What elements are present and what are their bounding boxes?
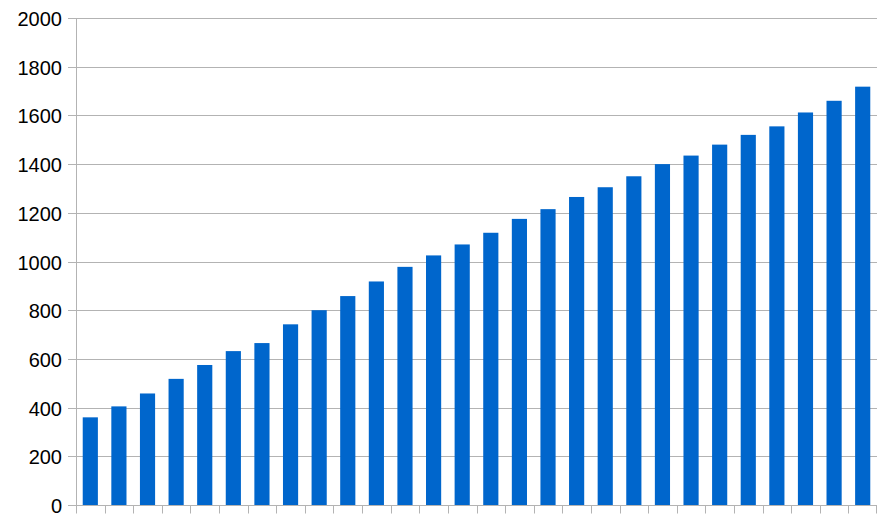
y-tick: [68, 408, 76, 409]
bar: [512, 219, 527, 505]
x-tick: [133, 506, 134, 514]
x-tick: [648, 506, 649, 514]
bar: [283, 324, 298, 505]
chart: 0 200 400 600 800 1000 1200 1400 1600 1800 2000: [0, 0, 885, 526]
y-tick: [68, 310, 76, 311]
y-tick-label: 1400: [18, 154, 63, 176]
bar: [340, 296, 355, 505]
y-tick-label: 1200: [18, 203, 63, 225]
x-tick: [763, 506, 764, 514]
bars: [83, 87, 871, 505]
bar: [312, 310, 327, 505]
grid-line: [76, 213, 877, 214]
bar: [426, 255, 441, 505]
y-tick: [68, 359, 76, 360]
bar: [83, 417, 98, 505]
grid-line: [76, 164, 877, 165]
bar: [140, 393, 155, 505]
y-tick-label: 800: [29, 300, 62, 322]
bar: [197, 365, 212, 505]
y-tick-label: 1000: [18, 252, 63, 274]
grid-line: [76, 359, 877, 360]
x-tick: [76, 506, 77, 514]
bar: [254, 343, 269, 505]
y-tick: [68, 505, 76, 506]
x-tick: [677, 506, 678, 514]
x-tick: [162, 506, 163, 514]
x-tick: [362, 506, 363, 514]
bar: [540, 209, 555, 505]
y-tick: [68, 262, 76, 263]
bar: [369, 281, 384, 505]
x-tick: [876, 506, 877, 514]
x-tick: [705, 506, 706, 514]
y-tick-label: 2000: [18, 8, 63, 30]
y-tick: [68, 115, 76, 116]
x-tick: [562, 506, 563, 514]
x-tick: [820, 506, 821, 514]
y-tick-label: 1800: [18, 57, 63, 79]
bar: [569, 197, 584, 505]
y-tick-label: 200: [29, 446, 62, 468]
y-tick-label: 1600: [18, 105, 63, 127]
x-tick: [333, 506, 334, 514]
bar: [455, 244, 470, 505]
grid-line: [76, 262, 877, 263]
y-tick: [68, 456, 76, 457]
grid-line: [76, 456, 877, 457]
x-tick: [734, 506, 735, 514]
x-axis: [76, 505, 877, 506]
bar: [226, 351, 241, 505]
y-tick: [68, 164, 76, 165]
x-tick: [248, 506, 249, 514]
grid-line: [76, 115, 877, 116]
grid-line: [76, 67, 877, 68]
bar: [855, 87, 870, 505]
bar: [626, 176, 641, 505]
y-axis: [76, 18, 77, 505]
x-tick: [190, 506, 191, 514]
y-tick: [68, 213, 76, 214]
bar: [683, 156, 698, 505]
bar: [397, 267, 412, 505]
bar: [598, 187, 613, 505]
bar: [769, 126, 784, 505]
bar: [827, 101, 842, 505]
x-tick: [791, 506, 792, 514]
grid: [68, 19, 877, 506]
bar: [712, 145, 727, 505]
bar: [741, 135, 756, 505]
x-tick: [276, 506, 277, 514]
chart-container: 0 200 400 600 800 1000 1200 1400 1600 1800 2000: [0, 0, 885, 526]
bar: [798, 112, 813, 505]
bar: [655, 164, 670, 505]
y-tick-label: 600: [29, 349, 62, 371]
grid-line: [76, 18, 877, 19]
bar: [169, 379, 184, 505]
x-tick: [848, 506, 849, 514]
x-tick: [105, 506, 106, 514]
x-tick: [219, 506, 220, 514]
x-tick: [620, 506, 621, 514]
x-tick: [477, 506, 478, 514]
bar: [483, 233, 498, 505]
x-tick: [419, 506, 420, 514]
x-tick: [448, 506, 449, 514]
bar: [111, 406, 126, 505]
x-tick: [305, 506, 306, 514]
y-tick: [68, 18, 76, 19]
y-tick: [68, 67, 76, 68]
x-tick: [591, 506, 592, 514]
y-tick-label: 400: [29, 398, 62, 420]
grid-line: [76, 505, 877, 506]
x-tick: [534, 506, 535, 514]
grid-line: [76, 310, 877, 311]
x-tick: [505, 506, 506, 514]
x-tick: [391, 506, 392, 514]
y-tick-label: 0: [51, 495, 62, 517]
grid-line: [76, 408, 877, 409]
